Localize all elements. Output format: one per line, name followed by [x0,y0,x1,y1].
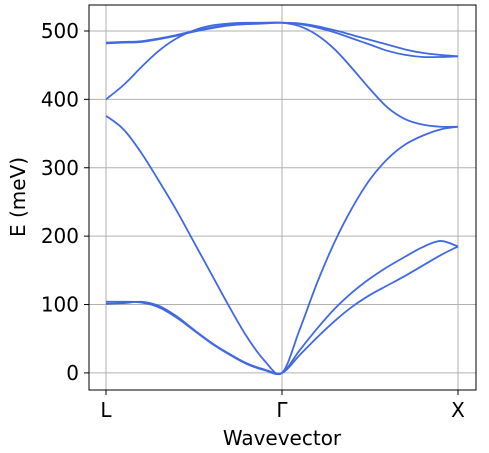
y-tick-label: 200 [41,224,79,248]
y-axis-title: E (meV) [6,157,30,237]
series-line-3 [105,115,459,375]
y-axis: 0 100 200 300 400 500 [41,19,89,385]
y-tick-label: 500 [41,19,79,43]
x-tick-label: L [100,398,112,422]
x-tick-label: Γ [276,398,288,422]
x-tick-label: X [451,398,465,422]
y-tick-label: 300 [41,156,79,180]
y-tick-label: 100 [41,293,79,317]
y-tick-label: 400 [41,87,79,111]
series-line-6 [105,21,459,58]
series-lines [105,21,459,375]
x-axis-title: Wavevector [223,426,342,450]
y-tick-label: 0 [66,361,79,385]
